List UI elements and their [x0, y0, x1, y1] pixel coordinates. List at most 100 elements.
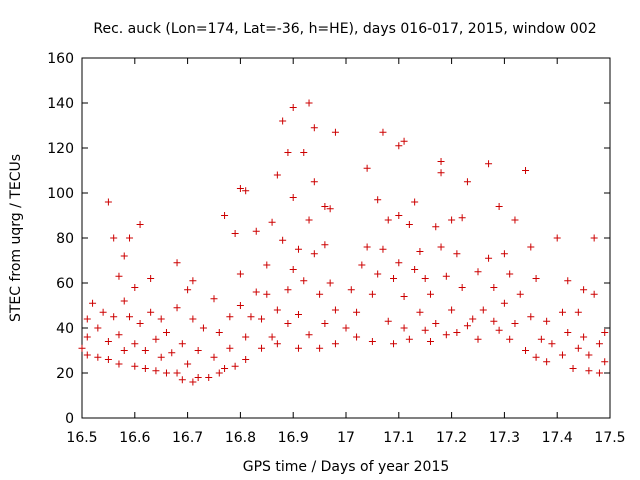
data-point: [490, 284, 498, 291]
data-point: [194, 374, 202, 381]
data-point: [537, 335, 545, 343]
x-tick-label: 16.7: [172, 430, 203, 446]
data-point: [284, 149, 292, 156]
y-axis-label: STEC from uqrg / TECUs: [8, 154, 24, 322]
data-point: [585, 351, 593, 359]
data-point: [564, 329, 572, 336]
data-point: [379, 128, 387, 136]
data-point: [147, 308, 155, 316]
data-point: [120, 347, 128, 354]
x-tick-label: 17.2: [436, 430, 467, 446]
data-point: [590, 290, 598, 298]
data-point: [326, 205, 334, 213]
data-point: [210, 295, 218, 303]
data-point: [120, 297, 128, 305]
data-point: [374, 270, 382, 278]
data-point: [326, 279, 334, 287]
data-point: [305, 99, 313, 107]
data-point: [178, 376, 186, 384]
data-point: [157, 353, 165, 361]
data-point: [421, 326, 429, 334]
data-point: [231, 362, 239, 370]
data-point: [442, 272, 450, 280]
data-point: [363, 164, 371, 172]
data-point: [342, 324, 350, 332]
data-point: [511, 216, 519, 224]
data-point: [448, 306, 456, 314]
data-point: [147, 275, 155, 282]
data-point: [490, 317, 498, 325]
data-point: [553, 234, 561, 242]
data-point: [400, 137, 408, 145]
data-point: [157, 315, 165, 323]
data-point: [426, 290, 434, 298]
x-tick-label: 16.6: [119, 430, 150, 446]
data-point: [231, 230, 239, 237]
data-point: [236, 185, 244, 192]
data-point: [162, 329, 170, 336]
data-point: [485, 160, 493, 168]
data-point: [500, 299, 508, 307]
data-point: [601, 329, 609, 336]
data-point: [580, 286, 588, 294]
data-points: [78, 99, 609, 386]
data-point: [210, 353, 218, 361]
data-point: [236, 302, 244, 309]
x-tick-label: 17.4: [542, 430, 573, 446]
data-point: [437, 243, 445, 251]
x-axis-label: GPS time / Days of year 2015: [243, 459, 450, 475]
data-point: [432, 320, 440, 327]
data-point: [110, 313, 118, 321]
data-point: [178, 340, 186, 348]
data-point: [173, 369, 181, 377]
data-point: [236, 270, 244, 278]
data-point: [495, 326, 503, 334]
data-point: [279, 236, 287, 244]
data-point: [305, 331, 313, 339]
data-point: [590, 234, 598, 242]
x-tick-label: 16.5: [66, 430, 97, 446]
data-point: [458, 214, 466, 222]
data-point: [574, 344, 582, 352]
data-point: [500, 250, 508, 258]
data-point: [136, 221, 144, 228]
data-point: [126, 313, 134, 321]
data-point: [358, 261, 366, 269]
x-axis: 16.5 16.6 16.7 16.8 16.9 17 17.1 17.2 17.3 17.4 17…: [66, 58, 626, 446]
y-tick-label: 120: [47, 141, 74, 157]
data-point: [426, 338, 434, 345]
data-point: [558, 308, 566, 316]
data-point: [511, 320, 519, 327]
data-point: [242, 187, 250, 195]
data-point: [432, 223, 440, 231]
data-point: [289, 104, 297, 111]
data-point: [131, 340, 139, 348]
y-tick-label: 20: [56, 366, 74, 382]
data-point: [221, 365, 229, 372]
data-point: [527, 243, 535, 251]
data-point: [522, 167, 530, 174]
data-point: [522, 347, 530, 354]
y-tick-label: 100: [47, 186, 74, 202]
data-point: [485, 254, 493, 262]
data-point: [416, 308, 424, 316]
data-point: [131, 362, 139, 370]
data-point: [395, 259, 403, 267]
data-point: [532, 353, 540, 361]
data-point: [152, 367, 160, 375]
data-point: [374, 196, 382, 204]
data-point: [189, 277, 197, 285]
data-point: [289, 194, 297, 201]
x-tick-label: 17.1: [383, 430, 414, 446]
data-point: [543, 358, 551, 366]
data-point: [453, 329, 461, 336]
data-point: [263, 290, 271, 298]
data-point: [83, 351, 91, 359]
data-point: [141, 365, 149, 372]
data-point: [448, 216, 456, 224]
data-point: [321, 241, 329, 249]
data-point: [353, 333, 361, 341]
plot-frame: [81, 57, 611, 419]
data-point: [395, 142, 403, 150]
